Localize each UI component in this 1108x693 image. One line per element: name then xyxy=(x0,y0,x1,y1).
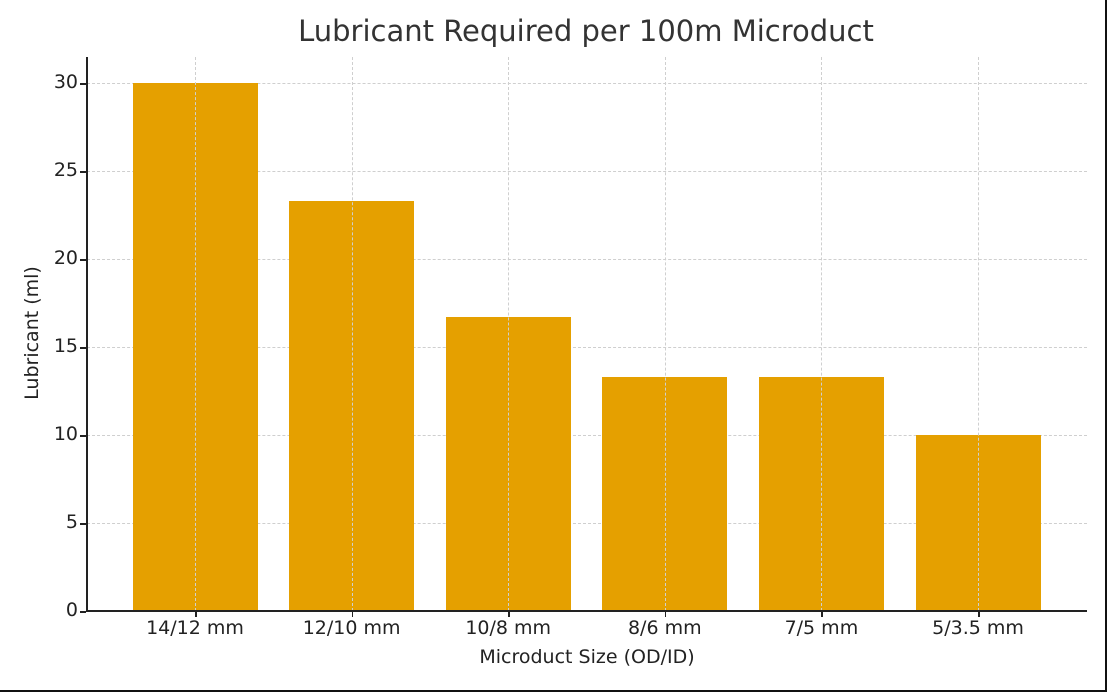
h-gridline xyxy=(87,83,1087,84)
v-gridline xyxy=(508,57,510,611)
h-gridline xyxy=(87,171,1087,172)
y-tick-mark xyxy=(80,83,86,85)
x-tick-mark xyxy=(351,611,354,617)
x-axis-title: Microduct Size (OD/ID) xyxy=(479,646,695,668)
y-tick-mark xyxy=(80,523,86,525)
y-tick-label: 20 xyxy=(53,247,78,269)
v-gridline xyxy=(664,57,666,611)
y-tick-label: 0 xyxy=(65,599,78,621)
x-tick-label: 8/6 mm xyxy=(627,617,702,639)
v-gridline xyxy=(821,57,823,611)
x-tick-mark xyxy=(195,611,197,617)
v-gridline xyxy=(195,57,196,611)
x-tick-label: 10/8 mm xyxy=(465,617,552,639)
y-tick-mark xyxy=(80,259,86,261)
x-tick-mark xyxy=(508,611,510,617)
y-tick-label: 10 xyxy=(53,423,78,445)
y-axis-line xyxy=(86,57,88,612)
v-gridline xyxy=(978,57,979,611)
x-tick-label: 7/5 mm xyxy=(784,617,859,639)
x-tick-mark xyxy=(978,611,980,617)
x-tick-label: 14/12 mm xyxy=(146,617,244,639)
plot-area xyxy=(87,57,1087,611)
y-tick-label: 5 xyxy=(65,511,78,533)
h-gridline xyxy=(87,347,1087,348)
y-axis-title: Lubricant (ml) xyxy=(21,266,43,400)
y-tick-mark xyxy=(80,347,86,349)
h-gridline xyxy=(87,435,1087,436)
x-tick-label: 12/10 mm xyxy=(302,617,401,639)
chart-title: Lubricant Required per 100m Microduct xyxy=(298,14,874,48)
h-gridline xyxy=(87,259,1087,260)
y-tick-label: 30 xyxy=(53,71,78,93)
y-tick-mark xyxy=(80,611,86,613)
y-tick-mark xyxy=(80,171,86,173)
x-axis-line xyxy=(86,610,1087,612)
x-tick-mark xyxy=(664,611,667,617)
v-gridline xyxy=(351,57,353,611)
y-tick-label: 25 xyxy=(53,159,78,181)
x-tick-label: 5/3.5 mm xyxy=(932,617,1024,639)
x-tick-mark xyxy=(821,611,823,617)
y-tick-mark xyxy=(80,435,86,437)
h-gridline xyxy=(87,523,1087,524)
y-tick-label: 15 xyxy=(53,335,78,357)
